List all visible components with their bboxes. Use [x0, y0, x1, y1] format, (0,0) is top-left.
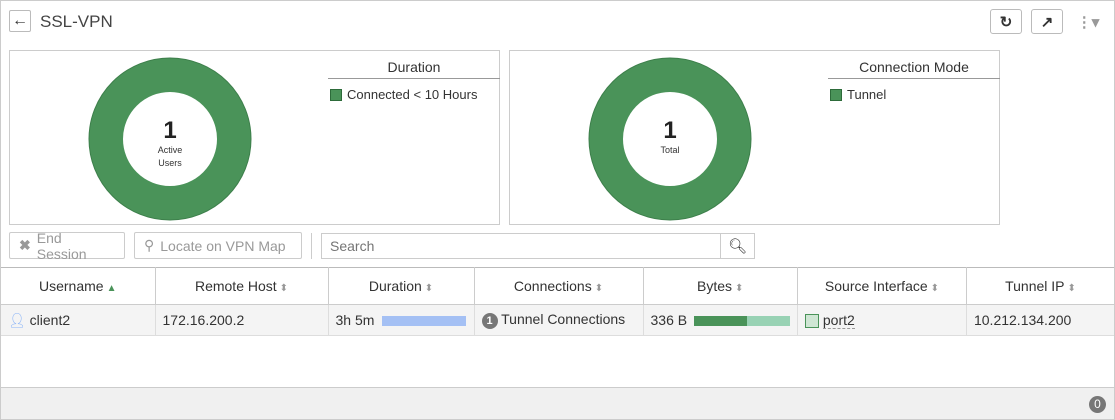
sort-icon: ⬍ [735, 283, 744, 294]
column-header-source-interface[interactable]: Source Interface ⬍ [796, 267, 967, 305]
close-icon: ✖ [19, 237, 31, 253]
duration-panel: 1 Active Users Duration Connected < 10 H… [9, 50, 500, 225]
legend-title: Duration [328, 57, 500, 79]
bytes-sent-bar [693, 316, 747, 327]
tunnel-ip: 10.212.134.200 [965, 304, 1114, 336]
sessions-table: Username ▲︎ Remote Host ⬍ Duration ⬍ Connec… [1, 267, 1114, 336]
sort-icon: ▲︎ [106, 283, 117, 294]
user-icon: 👤︎ [8, 311, 26, 328]
legend-title: Connection Mode [828, 57, 1000, 79]
more-menu-button[interactable]: ⋮▾ [1072, 9, 1104, 34]
column-header-remote-host[interactable]: Remote Host ⬍ [154, 267, 329, 305]
column-header-username[interactable]: Username ▲︎ [1, 267, 156, 305]
center-label: Users [158, 158, 182, 168]
locate-on-vpn-map-button[interactable]: ⚲ Locate on VPN Map [134, 232, 302, 259]
connection-mode-legend: Connection Mode Tunnel [828, 57, 1000, 102]
duration-bar [382, 316, 467, 327]
total-donut: 1 Total [588, 57, 752, 221]
search-button[interactable]: 🔍︎ [720, 233, 755, 259]
legend-item[interactable]: Tunnel [828, 87, 1000, 102]
end-session-button[interactable]: ✖ End Session [9, 229, 125, 262]
donut-slice-tunnel[interactable] [589, 58, 751, 220]
refresh-icon: ↻ [999, 13, 1013, 31]
column-header-connections[interactable]: Connections ⬍ [473, 267, 644, 305]
active-users-donut: 1 Active Users [88, 57, 252, 221]
center-label: Total [660, 145, 679, 155]
center-value: 1 [663, 117, 676, 144]
sort-icon: ⬍ [279, 283, 289, 294]
legend-swatch [330, 88, 342, 101]
legend-label: Connected < 10 Hours [347, 87, 478, 102]
username: client2 [29, 311, 71, 328]
back-button[interactable]: ← [9, 10, 31, 32]
external-link-icon: ↗ [1040, 13, 1054, 31]
connections: Tunnel Connections [501, 311, 626, 328]
column-header-tunnel-ip[interactable]: Tunnel IP ⬍ [965, 267, 1114, 305]
donut-slice-connected[interactable] [89, 58, 251, 220]
open-external-button[interactable]: ↗ [1031, 9, 1063, 34]
duration: 3h 5m [335, 312, 375, 328]
search-icon: 🔍︎ [727, 238, 748, 255]
sort-icon: ⬍ [930, 283, 940, 294]
remote-host: 172.16.200.2 [154, 304, 329, 336]
legend-label: Tunnel [847, 87, 887, 102]
port-icon [804, 314, 819, 329]
page-title: SSL-VPN [40, 12, 113, 31]
search-input[interactable] [321, 233, 721, 259]
connections-count-badge: 1 [481, 312, 498, 329]
connection-mode-panel: 1 Total Connection Mode Tunnel [509, 50, 1000, 225]
sort-icon: ⬍ [424, 283, 434, 294]
bytes: 336 B [650, 312, 688, 328]
column-header-duration[interactable]: Duration ⬍ [327, 267, 475, 305]
center-value: 1 [163, 117, 176, 144]
duration-legend: Duration Connected < 10 Hours [328, 57, 500, 102]
result-count-badge: 0 [1089, 396, 1106, 413]
arrow-left-icon: ← [12, 12, 28, 29]
sort-icon: ⬍ [594, 283, 604, 294]
table-row[interactable]: 👤︎ client2 172.16.200.2 3h 5m 1 Tunnel C… [1, 304, 1114, 336]
bytes-bar [693, 316, 790, 327]
refresh-button[interactable]: ↻ [990, 9, 1022, 34]
source-interface-link[interactable]: port2 [822, 311, 855, 329]
toolbar-divider [311, 233, 312, 259]
column-header-bytes[interactable]: Bytes ⬍ [642, 267, 798, 305]
search-icon: ⚲ [144, 237, 155, 253]
end-session-label: End Session [36, 229, 87, 262]
sort-icon: ⬍ [1067, 283, 1076, 294]
legend-item[interactable]: Connected < 10 Hours [328, 87, 500, 102]
footer: 0 [1, 387, 1114, 419]
locate-label: Locate on VPN Map [160, 237, 286, 254]
center-label: Active [158, 145, 183, 155]
kebab-icon: ⋮▾ [1076, 13, 1100, 31]
legend-swatch [830, 88, 842, 101]
